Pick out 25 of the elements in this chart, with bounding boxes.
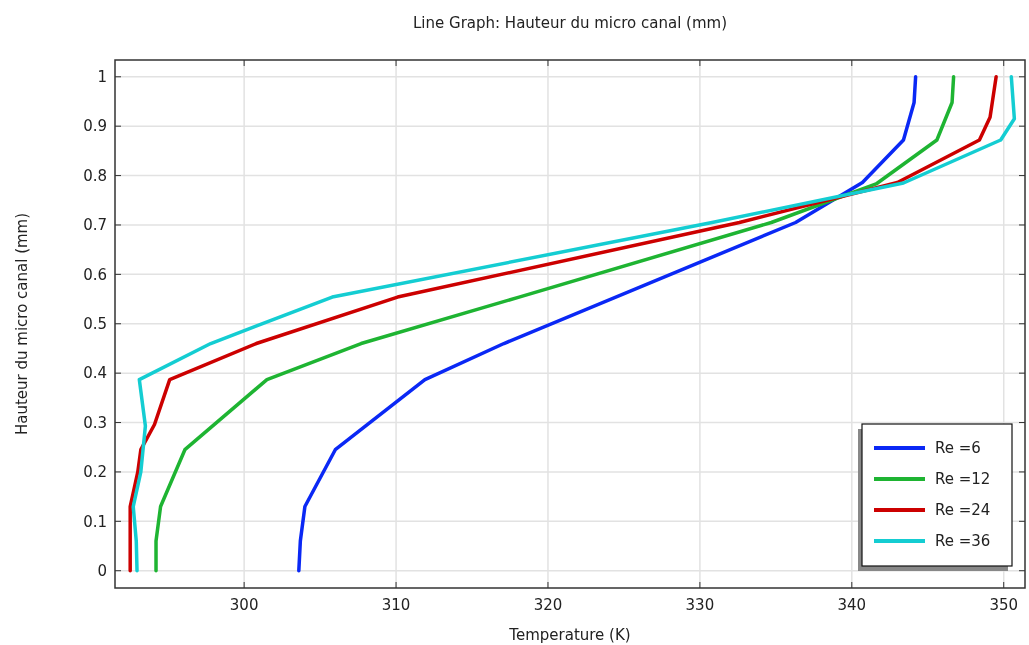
- y-tick-label: 0.8: [83, 166, 107, 185]
- x-tick-label: 300: [229, 596, 259, 614]
- x-tick-label: 350: [989, 596, 1019, 614]
- y-axis-title: Hauteur du micro canal (mm): [13, 212, 31, 436]
- y-tick-label: 0.6: [83, 265, 107, 284]
- chart-title: Line Graph: Hauteur du micro canal (mm): [413, 14, 727, 32]
- line-series: [297, 75, 918, 573]
- legend-label: Re =24: [935, 501, 991, 520]
- y-tick-label: 0.4: [83, 364, 107, 383]
- x-tick-label: 330: [685, 596, 715, 614]
- y-tick-label: 0: [97, 561, 107, 580]
- x-axis-title: Temperature (K): [508, 626, 631, 644]
- y-tick-label: 0.1: [83, 512, 107, 531]
- y-tick-label: 0.3: [83, 413, 107, 432]
- legend-label: Re =6: [935, 439, 981, 458]
- y-tick-label: 0.7: [83, 216, 107, 235]
- x-tick-label: 320: [533, 596, 563, 614]
- y-tick-label: 0.9: [83, 117, 107, 136]
- x-tick-label: 340: [837, 596, 867, 614]
- y-tick-label: 0.2: [83, 463, 107, 482]
- legend-label: Re =12: [935, 470, 991, 489]
- legend-label: Re =36: [935, 532, 991, 551]
- y-tick-label: 0.5: [83, 315, 107, 333]
- y-tick-label: 1: [97, 68, 107, 87]
- x-tick-label: 310: [381, 596, 411, 614]
